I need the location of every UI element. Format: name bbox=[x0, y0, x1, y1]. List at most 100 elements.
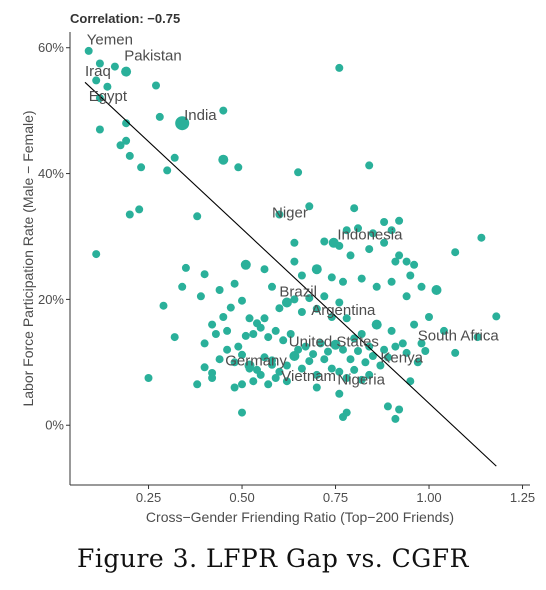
x-tick-label: 0.75 bbox=[323, 490, 348, 505]
data-point bbox=[234, 163, 243, 172]
data-point bbox=[290, 295, 299, 304]
data-point bbox=[200, 339, 209, 348]
data-point bbox=[395, 405, 404, 414]
data-point bbox=[342, 226, 351, 235]
data-point bbox=[346, 355, 355, 364]
data-point bbox=[181, 263, 190, 272]
data-point bbox=[371, 319, 382, 330]
data-point bbox=[275, 210, 284, 219]
data-point bbox=[357, 274, 366, 283]
data-point bbox=[335, 367, 344, 376]
data-point bbox=[402, 292, 411, 301]
data-point bbox=[451, 348, 460, 357]
data-point bbox=[305, 357, 314, 366]
data-point bbox=[335, 241, 344, 250]
country-label: Egypt bbox=[89, 88, 128, 105]
data-point bbox=[215, 355, 224, 364]
x-tick-label: 0.50 bbox=[229, 490, 254, 505]
data-point bbox=[339, 277, 347, 286]
data-point bbox=[320, 355, 329, 364]
data-point bbox=[406, 377, 415, 386]
data-point bbox=[226, 303, 235, 312]
country-label: United States bbox=[289, 334, 379, 351]
data-point bbox=[155, 112, 164, 121]
data-point bbox=[387, 226, 396, 235]
data-point bbox=[122, 119, 131, 128]
data-point bbox=[170, 333, 179, 342]
regression-line bbox=[84, 81, 497, 467]
data-point bbox=[301, 342, 310, 351]
data-point bbox=[95, 59, 104, 68]
data-point bbox=[297, 364, 306, 373]
data-point bbox=[335, 389, 344, 398]
data-point bbox=[240, 259, 251, 270]
data-point bbox=[350, 365, 359, 374]
data-point bbox=[342, 374, 351, 382]
country-label: South Africa bbox=[418, 327, 500, 344]
data-point bbox=[346, 251, 355, 260]
country-label: Indonesia bbox=[337, 227, 403, 244]
data-point bbox=[245, 314, 254, 323]
data-point bbox=[95, 94, 104, 103]
data-point bbox=[238, 296, 246, 305]
data-point bbox=[264, 333, 273, 342]
data-point bbox=[383, 402, 392, 411]
data-point bbox=[365, 342, 374, 351]
data-point bbox=[121, 66, 132, 77]
data-point bbox=[354, 224, 362, 233]
data-point bbox=[383, 353, 392, 362]
data-point bbox=[260, 314, 269, 323]
data-point bbox=[92, 250, 101, 259]
data-point bbox=[249, 377, 258, 386]
y-tick-label: 0% bbox=[45, 418, 64, 433]
data-point bbox=[357, 330, 366, 338]
data-point bbox=[320, 237, 329, 246]
data-point bbox=[417, 339, 426, 348]
country-label: Niger bbox=[272, 205, 308, 222]
data-point bbox=[271, 374, 280, 382]
data-point bbox=[387, 277, 396, 286]
data-point bbox=[402, 257, 411, 266]
data-point bbox=[230, 358, 239, 367]
data-point bbox=[219, 106, 228, 115]
data-point bbox=[116, 141, 125, 150]
data-point bbox=[395, 251, 404, 260]
scatter-chart: Correlation: −0.75 Yemen Pakistan Iraq Egyp… bbox=[20, 11, 535, 525]
data-point bbox=[110, 62, 119, 71]
x-tick-label: 1.00 bbox=[416, 490, 441, 505]
data-point bbox=[368, 229, 377, 238]
data-point bbox=[311, 264, 322, 275]
data-point bbox=[279, 336, 288, 345]
data-point bbox=[410, 320, 419, 329]
data-point bbox=[305, 294, 314, 303]
country-label: Kenya bbox=[380, 349, 423, 366]
data-point bbox=[413, 358, 422, 367]
data-point bbox=[391, 257, 400, 266]
country-label: Argentina bbox=[311, 302, 376, 319]
data-point bbox=[431, 285, 442, 295]
country-label: Nigeria bbox=[337, 371, 385, 388]
data-point bbox=[398, 339, 407, 348]
data-point bbox=[395, 216, 404, 225]
y-axis-title: Labor Force Participation Rate (Male − F… bbox=[20, 110, 36, 406]
data-point bbox=[361, 358, 370, 367]
data-point bbox=[425, 313, 433, 321]
data-point bbox=[193, 380, 202, 389]
data-point bbox=[244, 360, 255, 371]
data-point bbox=[339, 345, 347, 354]
data-point bbox=[271, 326, 280, 335]
data-point bbox=[256, 323, 265, 332]
data-point bbox=[380, 218, 389, 226]
data-point bbox=[368, 352, 377, 360]
data-point bbox=[260, 353, 269, 362]
data-point bbox=[193, 212, 202, 221]
data-point bbox=[440, 326, 448, 335]
data-point bbox=[380, 238, 389, 247]
data-point bbox=[290, 257, 299, 266]
data-point bbox=[376, 361, 385, 370]
data-point bbox=[492, 312, 501, 321]
data-point bbox=[324, 347, 332, 356]
data-point bbox=[223, 345, 232, 354]
